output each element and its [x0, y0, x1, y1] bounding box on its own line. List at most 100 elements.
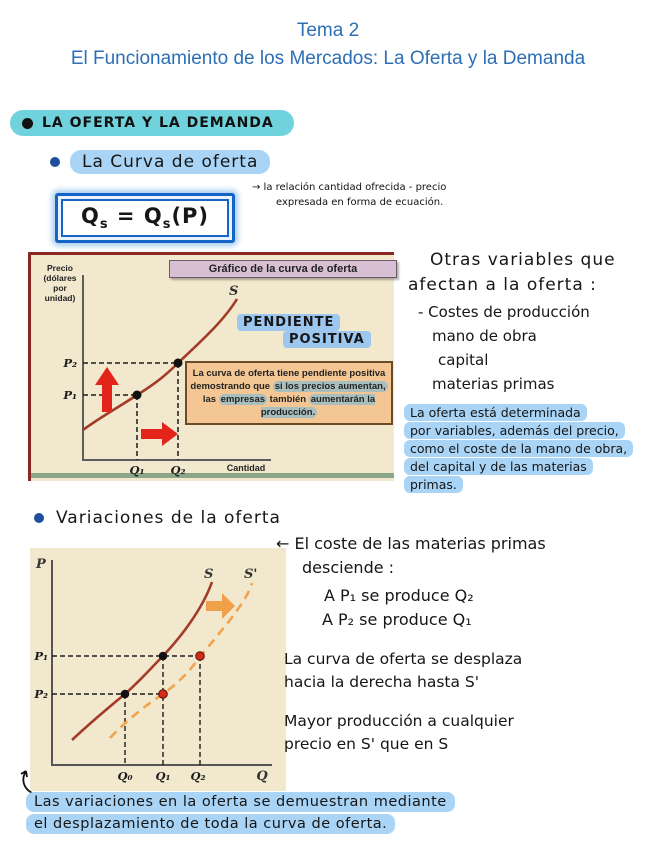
highlighted-line: el desplazamiento de toda la curva de of… [26, 814, 396, 834]
bullet-icon [50, 157, 60, 167]
formula-arg: (P) [171, 204, 210, 228]
formula-lhs: Q [81, 204, 100, 228]
note-line: A P₁ se produce Q₂ [324, 586, 474, 605]
subheading-label: La Curva de oferta [70, 150, 271, 174]
q1-label: Q₁ [129, 463, 144, 477]
supply-curve-s [82, 298, 239, 432]
supply-formula: Qs = Qs(P) [61, 199, 230, 238]
desplaza-note: La curva de oferta se desplaza hacia la … [284, 648, 522, 694]
otras-variables-heading: Otras variables que afectan a la oferta … [408, 248, 616, 298]
bullet-icon [34, 513, 44, 523]
formula-annotation-line2: expresada en forma de ecuación. [276, 197, 444, 208]
orange-right-arrow-icon [206, 593, 235, 619]
positiva-word: POSITIVA [283, 331, 371, 348]
axes [82, 275, 271, 461]
variaciones-heading: Variaciones de la oferta [34, 508, 281, 528]
note-line: Mayor producción a cualquier [284, 712, 514, 730]
bottom-summary-note: Las variaciones en la oferta se demuestr… [26, 792, 455, 836]
point-q2-p2 [173, 358, 183, 368]
bullet-icon [22, 117, 33, 129]
textbox-segment: también [267, 394, 309, 405]
point-q1-p1 [158, 651, 168, 661]
green-strip [31, 473, 394, 478]
s-prime-curve-label: S' [244, 567, 257, 582]
point-q1-p1 [132, 390, 142, 400]
chart-explanation-box: La curva de oferta tiene pendiente posit… [185, 361, 393, 425]
highlighted-line: del capital y de las materias [404, 458, 593, 475]
p1-label: P₁ [33, 649, 48, 663]
otras-variables-list: - Costes de producción mano de obra capi… [418, 300, 590, 396]
red-right-arrow-icon [141, 422, 178, 446]
q2-label: Q₂ [190, 769, 205, 783]
section-heading-oferta-demanda: LA OFERTA Y LA DEMANDA [10, 110, 294, 136]
q1-label: Q₁ [155, 769, 170, 783]
red-up-arrow-icon [95, 367, 119, 412]
highlighted-line: como el coste de la mano de obra, [404, 440, 634, 457]
highlighted-line: primas. [404, 476, 463, 493]
coste-materias-note: ← El coste de las materias primas descie… [276, 532, 546, 632]
s-curve-label: S [229, 284, 238, 299]
x-axis-label: Cantidad [227, 463, 266, 473]
formula-box: Qs = Qs(P) [55, 193, 236, 244]
textbox-segment: La curva de oferta tiene pendiente posit… [190, 368, 386, 392]
page-title-line1: Tema 2 [296, 20, 360, 41]
formula-rhs-sub: s [162, 217, 172, 233]
formula-lhs-sub: s [99, 217, 109, 233]
highlighted-line: por variables, además del precio, [404, 422, 625, 439]
note-line: A P₂ se produce Q₁ [322, 610, 472, 629]
list-item: - Costes de producción [418, 303, 590, 321]
axes [51, 560, 272, 766]
s-curve-label: S [204, 567, 213, 582]
supply-curve-chart: P₂ P₁ Q₁ Q₂ S Cantidad Gráfico de la cur… [28, 252, 397, 481]
subheading-curva-oferta: La Curva de oferta [50, 150, 271, 174]
page-title-line2: El Funcionamiento de los Mercados: La Of… [70, 48, 586, 69]
textbox-segment-highlighted: empresas [218, 394, 268, 405]
highlighted-line: Las variaciones en la oferta se demuestr… [26, 792, 455, 812]
shifted-curve-s-prime [109, 582, 254, 739]
y-axis-label-line: Precio [47, 263, 73, 273]
variaciones-heading-label: Variaciones de la oferta [56, 508, 281, 528]
highlighted-line: La oferta está determinada [404, 404, 587, 421]
otras-variables-line1: Otras variables que [430, 250, 616, 270]
p2-label: P₂ [33, 687, 48, 701]
formula-annotation: → la relación cantidad ofrecida - precio… [252, 180, 446, 210]
formula-annotation-line1: → la relación cantidad ofrecida - precio [252, 182, 447, 193]
point-q0-p2 [120, 689, 130, 699]
p1-label: P₁ [62, 388, 77, 402]
curved-arrow-icon [20, 770, 33, 794]
otras-variables-line2: afectan a la oferta : [408, 275, 597, 295]
note-line: precio en S' que en S [284, 735, 449, 753]
dashed-guides [52, 655, 201, 765]
note-line: hacia la derecha hasta S' [284, 673, 480, 691]
point-q1-p2-shifted [158, 689, 168, 699]
formula-rhs: Q [143, 204, 163, 228]
y-axis-label-line: por [53, 283, 67, 293]
pendiente-positiva-annotation: PENDIENTE POSITIVA [237, 314, 371, 348]
y-axis-label-line: (dólares [43, 273, 77, 283]
q-axis-label: Q [256, 769, 268, 784]
note-line: La curva de oferta se desplaza [284, 650, 523, 668]
q2-label: Q₂ [170, 463, 185, 477]
note-line: ← El coste de las materias primas [276, 534, 546, 553]
textbox-segment: las [202, 394, 219, 405]
y-axis-label: Precio (dólares por unidad) [37, 263, 83, 303]
supply-shift-chart: P Q S S' P₁ P₂ Q₀ Q₁ Q₂ [30, 548, 286, 791]
oferta-determinada-note: La oferta está determinada por variables… [404, 404, 634, 494]
section-heading-label: LA OFERTA Y LA DEMANDA [42, 115, 274, 131]
list-item: mano de obra [432, 327, 537, 345]
list-item: materias primas [432, 375, 555, 393]
p-axis-label: P [35, 557, 47, 572]
mayor-produccion-note: Mayor producción a cualquier precio en S… [284, 710, 514, 756]
p2-label: P₂ [62, 356, 77, 370]
supply-shift-plot: P Q S S' P₁ P₂ Q₀ Q₁ Q₂ [33, 557, 272, 784]
pendiente-word: PENDIENTE [237, 314, 341, 331]
supply-curve-plot: P₂ P₁ Q₁ Q₂ S Cantidad [31, 275, 394, 478]
y-axis-label-line: unidad) [44, 293, 76, 303]
chart-title-box: Gráfico de la curva de oferta [169, 260, 397, 278]
note-line: desciende : [302, 558, 395, 577]
textbox-segment-highlighted: si los precios aumentan, [272, 381, 388, 392]
q0-label: Q₀ [117, 769, 132, 783]
formula-equals: = [108, 204, 144, 228]
supply-curve-s [71, 581, 214, 741]
point-q2-p1-shifted [195, 651, 205, 661]
